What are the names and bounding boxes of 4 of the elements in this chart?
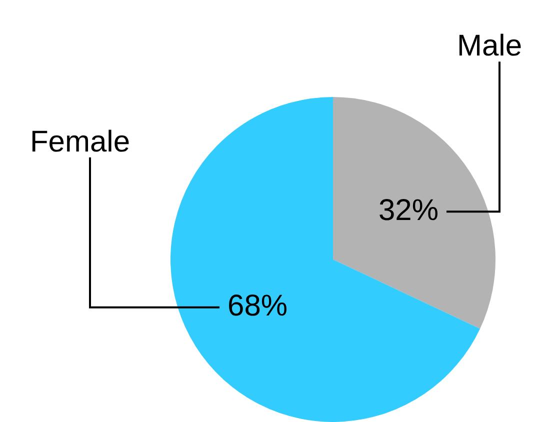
slice-label: Female bbox=[30, 125, 130, 158]
data-label: 32% bbox=[378, 194, 438, 227]
slice-label: Male bbox=[456, 30, 522, 63]
data-label: 68% bbox=[228, 290, 288, 323]
